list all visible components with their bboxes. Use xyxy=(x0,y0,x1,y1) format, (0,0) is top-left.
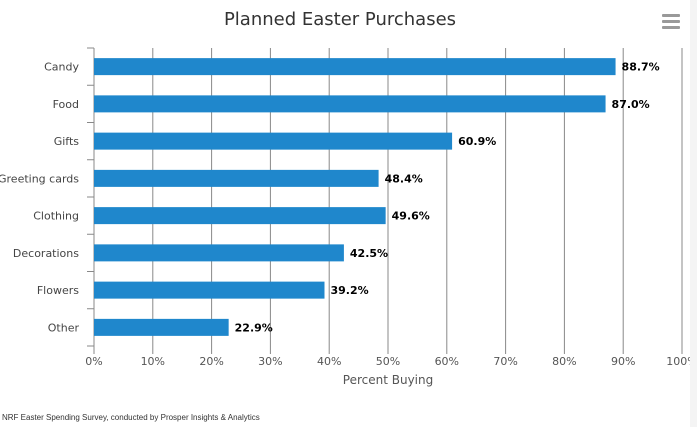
hamburger-menu-icon[interactable] xyxy=(662,14,680,30)
x-tick-label: 80% xyxy=(552,355,576,368)
x-tick-label: 30% xyxy=(258,355,282,368)
x-tick-label: 70% xyxy=(493,355,517,368)
x-tick-label: 90% xyxy=(611,355,635,368)
bar-candy xyxy=(94,58,616,76)
bar-other xyxy=(94,318,229,336)
x-tick-label: 60% xyxy=(435,355,459,368)
data-label: 87.0% xyxy=(612,98,650,111)
x-tick-label: 40% xyxy=(317,355,341,368)
data-label: 42.5% xyxy=(350,247,388,260)
x-axis-title: Percent Buying xyxy=(343,373,433,387)
x-tick-label: 100% xyxy=(666,355,690,368)
data-label: 39.2% xyxy=(330,284,368,297)
bar-food xyxy=(94,95,606,113)
data-label: 22.9% xyxy=(235,321,273,334)
data-label: 88.7% xyxy=(622,61,660,74)
bar-flowers xyxy=(94,281,325,299)
x-tick-label: 10% xyxy=(141,355,165,368)
x-tick-label: 0% xyxy=(85,355,102,368)
category-label: Greeting cards xyxy=(0,172,79,185)
bar-decorations xyxy=(94,244,344,262)
category-label: Decorations xyxy=(13,247,79,260)
chart-credit[interactable]: NRF Easter Spending Survey, conducted by… xyxy=(2,413,260,422)
data-label: 48.4% xyxy=(385,172,423,185)
category-label: Flowers xyxy=(37,284,79,297)
category-label: Gifts xyxy=(54,135,80,148)
data-label: 49.6% xyxy=(392,210,430,223)
bar-gifts xyxy=(94,132,453,150)
bar-greeting-cards xyxy=(94,169,379,187)
data-label: 60.9% xyxy=(458,135,496,148)
x-tick-label: 20% xyxy=(199,355,223,368)
bar-clothing xyxy=(94,207,386,225)
x-tick-label: 50% xyxy=(376,355,400,368)
category-label: Food xyxy=(53,98,79,111)
category-label: Candy xyxy=(44,61,79,74)
category-label: Clothing xyxy=(33,210,79,223)
category-label: Other xyxy=(48,321,80,334)
chart-title: Planned Easter Purchases xyxy=(224,9,456,30)
